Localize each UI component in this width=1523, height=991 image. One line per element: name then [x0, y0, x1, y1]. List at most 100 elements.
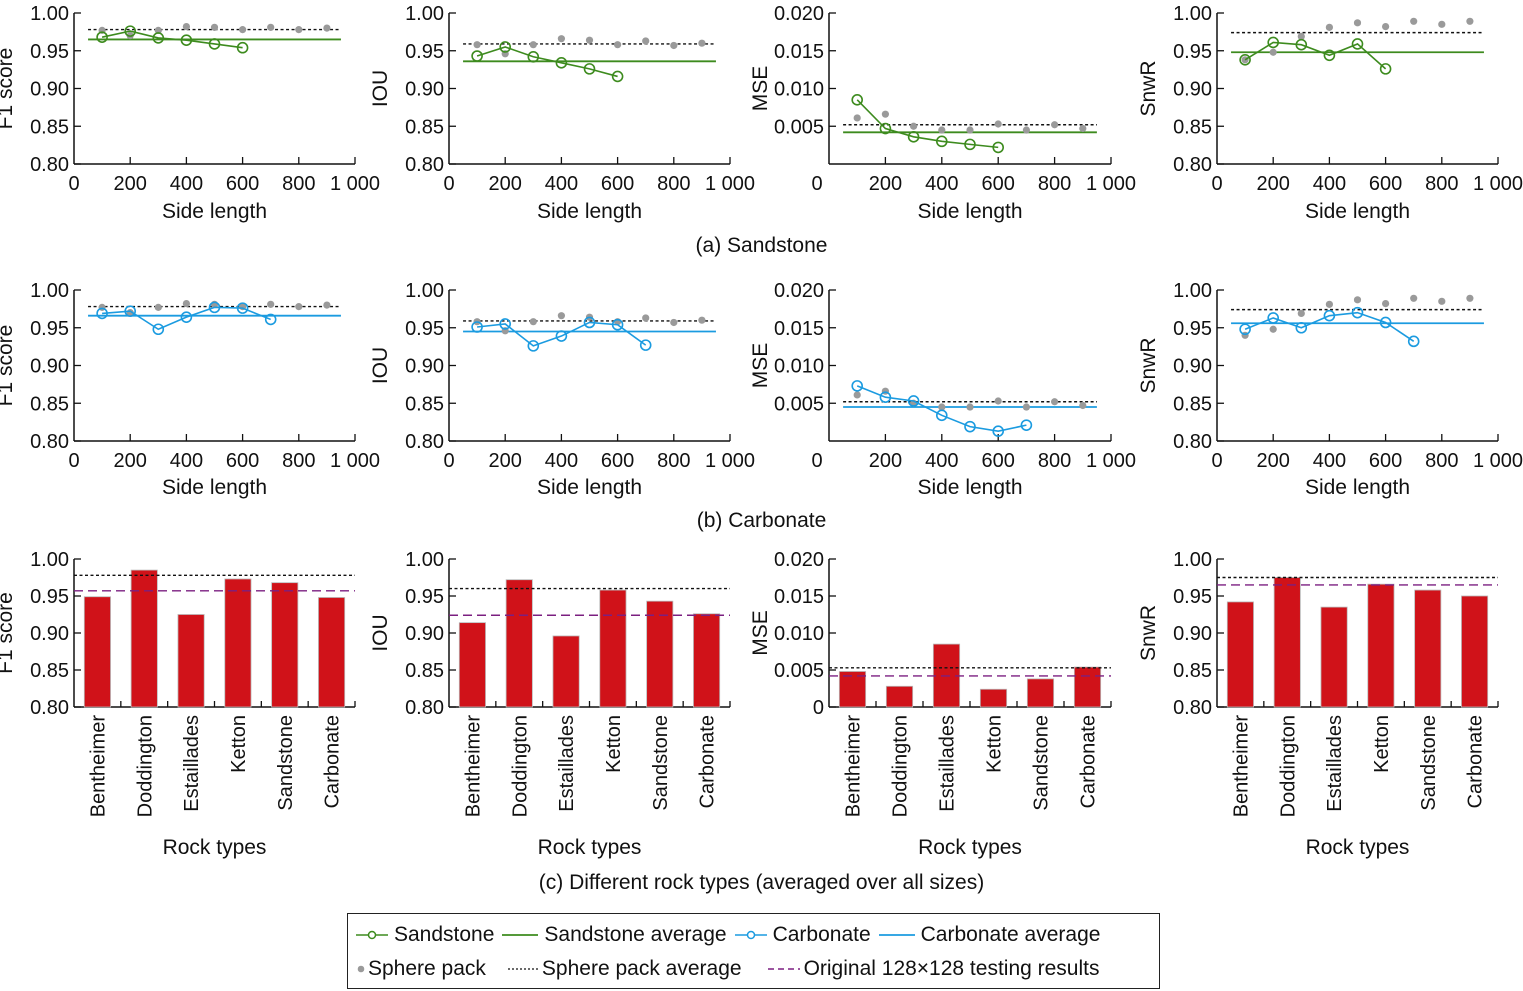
y-tick-label: 1.00	[1173, 3, 1212, 25]
y-tick-label: 0.90	[30, 79, 69, 101]
chart-c-mse: 0 0.005 0.010 0.015 0.020 MSE Rock types Benthe…	[749, 549, 1112, 859]
series-line-carbonate	[856, 385, 1027, 432]
legend-label: Carbonate average	[920, 923, 1101, 946]
series-point-sandstone	[1323, 49, 1336, 62]
y-tick-label: 0.015	[774, 41, 824, 63]
y-tick-label: 0.015	[774, 318, 824, 340]
sphere-pack-point	[670, 41, 678, 50]
legend-row-1: Sandstone Sandstone average Carbonate Ca…	[356, 920, 1108, 950]
y-tick-label: 0.80	[405, 154, 444, 176]
sphere-pack-point	[1022, 403, 1030, 411]
caption-row-c: (c) Different rock types (averaged over …	[538, 871, 985, 894]
legend-label: Sandstone average	[544, 923, 727, 946]
category-label: Estaillades	[556, 715, 578, 812]
sphere-pack-point	[853, 114, 861, 122]
series-point-carbonate	[264, 313, 277, 326]
x-tick-label: 1 000	[1473, 450, 1523, 472]
series-point-sandstone	[935, 135, 948, 148]
series-line-sandstone	[856, 99, 999, 149]
series-point-carbonate	[879, 391, 892, 404]
bar-carbonate	[1073, 666, 1102, 708]
y-tick-label: 0.85	[1173, 116, 1212, 138]
y-tick-label: 0.80	[30, 154, 69, 176]
sphere-pack-point	[698, 39, 706, 47]
y-tick-label: 0.010	[774, 79, 824, 101]
x-tick-label: 800	[1425, 450, 1458, 472]
sphere-pack-point	[670, 318, 678, 327]
sphere-pack-point	[529, 41, 537, 49]
x-tick-label: 1 000	[1473, 173, 1523, 195]
y-tick-label: 1.00	[405, 280, 444, 302]
sphere-pack-point	[295, 26, 303, 34]
y-tick-label: 0.005	[774, 116, 824, 138]
x-axis-label: Side length	[1305, 476, 1410, 499]
sphere-pack-point	[642, 37, 650, 45]
x-tick-label: 800	[282, 450, 315, 472]
series-point-sandstone	[1351, 38, 1364, 50]
chart-b-iou: 0.80 0.85 0.90 0.95 1.00 IOU Side length 0 200 40…	[369, 280, 755, 499]
bar-doddington	[1273, 577, 1301, 708]
legend-item-carbonate-average: Carbonate average	[878, 923, 1101, 947]
sphere-pack-point	[1353, 19, 1362, 27]
x-tick-label: 1 000	[1086, 173, 1136, 195]
y-tick-label: 0.85	[30, 660, 69, 682]
legend-row-2: Sphere pack Sphere pack average Original…	[356, 954, 1108, 984]
y-tick-label: 1.00	[30, 549, 69, 571]
y-tick-label: 0.005	[774, 660, 824, 682]
bar-doddington	[505, 579, 533, 708]
sphere-pack-point	[154, 26, 162, 34]
x-tick-label: 200	[869, 173, 902, 195]
x-tick-label: 400	[170, 173, 203, 195]
y-axis-label: IOU	[369, 70, 392, 107]
chart-c-snwr: 0.80 0.85 0.90 0.95 1.00 SnwR Rock types Benthe…	[1137, 549, 1499, 859]
y-tick-label: 0.005	[774, 393, 824, 415]
category-label: Bentheimer	[843, 715, 865, 818]
sphere-pack-point	[853, 391, 861, 399]
y-axis-label: F1 score	[0, 325, 17, 407]
category-label: Carbonate	[1078, 715, 1100, 808]
sphere-pack-point	[585, 36, 594, 44]
y-axis-label: MSE	[749, 343, 772, 389]
x-tick-label: 0	[1211, 173, 1222, 195]
y-tick-label: 0	[813, 697, 824, 719]
series-point-carbonate	[583, 316, 596, 329]
sphere-pack-point	[1438, 20, 1446, 28]
x-tick-label: 0	[443, 450, 454, 472]
x-tick-label: 0	[443, 173, 454, 195]
category-label: Estaillades	[181, 715, 203, 812]
category-label: Doddington	[134, 715, 156, 817]
x-axis-label: Rock types	[163, 836, 267, 859]
x-tick-label: 600	[982, 173, 1015, 195]
sphere-pack-point	[1297, 32, 1305, 41]
x-tick-label: 200	[1257, 173, 1290, 195]
y-tick-label: 0.85	[405, 116, 444, 138]
x-axis-label: Rock types	[1306, 836, 1410, 859]
y-axis-label: MSE	[749, 610, 772, 656]
sphere-pack-point	[614, 41, 622, 49]
series-point-carbonate	[1267, 312, 1279, 324]
sphere-pack-point	[1325, 300, 1333, 308]
y-tick-label: 0.80	[1173, 431, 1212, 453]
x-tick-label: 400	[925, 450, 958, 472]
chart-b-f1: 0.80 0.85 0.90 0.95 1.00 F1 score Side length 0…	[0, 280, 380, 499]
category-label: Carbonate	[322, 715, 344, 808]
legend: Sandstone Sandstone average Carbonate Ca…	[347, 913, 1160, 989]
y-axis-label: SnwR	[1137, 605, 1160, 661]
series-point-sandstone	[964, 138, 976, 151]
y-axis-label: F1 score	[0, 48, 17, 130]
x-tick-label: 1 000	[1086, 450, 1136, 472]
x-axis-label: Side length	[917, 200, 1022, 223]
x-tick-label: 600	[1369, 173, 1402, 195]
series-point-sandstone	[1295, 38, 1308, 51]
y-tick-label: 1.00	[1173, 280, 1212, 302]
sphere-pack-point	[1353, 296, 1362, 304]
y-tick-label: 0.020	[774, 3, 824, 25]
y-tick-label: 0.95	[30, 41, 69, 63]
series-point-sandstone	[879, 122, 892, 135]
series-point-carbonate	[124, 305, 136, 317]
x-tick-label: 200	[1257, 450, 1290, 472]
sphere-pack-point	[1079, 401, 1087, 410]
sphere-pack-point	[1382, 22, 1390, 31]
series-point-carbonate	[555, 330, 568, 342]
